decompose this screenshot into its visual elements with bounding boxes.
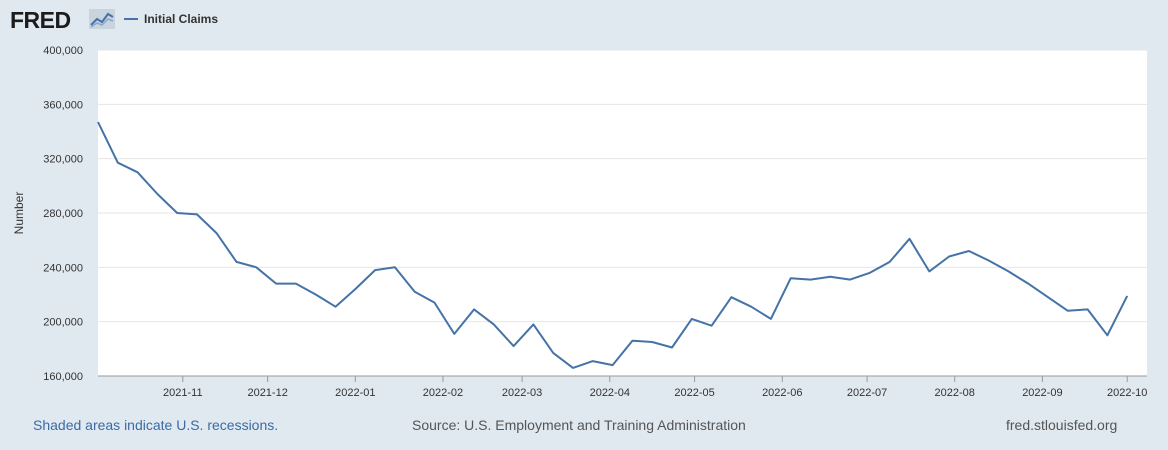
fred-chart-logo-icon[interactable] (89, 9, 115, 29)
x-tick-label: 2022-09 (1022, 387, 1062, 399)
y-tick-label: 240,000 (43, 262, 83, 274)
y-tick-label: 320,000 (43, 154, 83, 166)
legend-swatch (124, 18, 138, 20)
site-link[interactable]: fred.stlouisfed.org (1006, 417, 1118, 433)
y-tick-label: 400,000 (43, 45, 83, 57)
x-tick-label: 2022-07 (847, 387, 887, 399)
y-tick-label: 200,000 (43, 317, 83, 329)
y-axis-label: Number (12, 192, 26, 235)
series-line-initial-claims (97, 121, 1129, 369)
x-tick-label: 2022-06 (762, 387, 802, 399)
x-tick-label: 2022-08 (935, 387, 975, 399)
x-tick-label: 2022-04 (590, 387, 630, 399)
x-tick-label: 2022-03 (502, 387, 542, 399)
legend-label[interactable]: Initial Claims (144, 12, 219, 26)
fred-logo[interactable]: FRED (10, 7, 71, 33)
line-chart: 160,000 200,000 240,000 280,000 320,000 360,0… (12, 45, 1147, 399)
y-tick-label: 160,000 (43, 371, 83, 383)
source-note: Source: U.S. Employment and Training Adm… (412, 417, 746, 433)
recession-note: Shaded areas indicate U.S. recessions. (33, 417, 279, 433)
x-tick-label: 2022-02 (423, 387, 463, 399)
y-tick-label: 280,000 (43, 208, 83, 220)
y-tick-label: 360,000 (43, 99, 83, 111)
x-tick-label: 2021-12 (247, 387, 287, 399)
x-tick-label: 2022-05 (674, 387, 714, 399)
x-tick-label: 2022-01 (335, 387, 375, 399)
x-tick-label: 2021-11 (163, 387, 203, 399)
x-tick-label: 2022-10 (1107, 387, 1147, 399)
chart-header: FRED Initial Claims (0, 0, 1168, 40)
